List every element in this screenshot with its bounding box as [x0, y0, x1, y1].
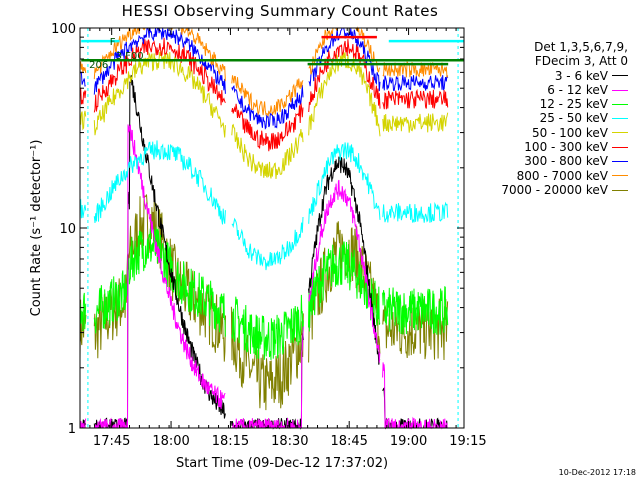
flag-annotation-2: 3 F00 — [116, 51, 144, 62]
legend-item: 300 - 800 keV — [501, 154, 628, 168]
x-tick-label-4: 18:45 — [330, 434, 367, 449]
chart-legend: Det 1,3,5,6,7,9, FDecim 3, Att 0 3 - 6 k… — [501, 40, 628, 197]
flag-annotation-1: 206 — [89, 60, 108, 71]
generation-timestamp: 10-Dec-2012 17:18 — [558, 468, 636, 477]
x-axis-label: Start Time (09-Dec-12 17:37:02) — [176, 456, 388, 471]
x-tick-label-0: 17:45 — [93, 434, 130, 449]
legend-label: 50 - 100 keV — [531, 125, 608, 140]
legend-swatch — [612, 161, 628, 163]
legend-item: 50 - 100 keV — [501, 126, 628, 140]
y-tick-label-0: 100 — [51, 22, 76, 37]
legend-item: 800 - 7000 keV — [501, 169, 628, 183]
legend-item: 12 - 25 keV — [501, 97, 628, 111]
legend-label: 6 - 12 keV — [547, 82, 608, 97]
y-axis-label: Count Rate (s⁻¹ detector⁻¹) — [29, 140, 44, 317]
legend-label: 3 - 6 keV — [554, 68, 608, 83]
series-line-3 — [79, 140, 449, 271]
legend-item: 6 - 12 keV — [501, 83, 628, 97]
legend-swatch — [612, 103, 628, 105]
legend-header-line-1: Det 1,3,5,6,7,9, — [534, 40, 628, 54]
chart-title: HESSI Observing Summary Count Rates — [121, 2, 439, 20]
legend-swatch — [612, 146, 628, 148]
series-line-2 — [79, 226, 449, 361]
series-line-4 — [79, 50, 449, 180]
y-tick-label-1: 10 — [59, 222, 76, 237]
legend-item: 100 - 300 keV — [501, 140, 628, 154]
series-line-6 — [79, 27, 449, 130]
y-tick-label-2: 1 — [68, 422, 76, 437]
x-tick-label-3: 18:30 — [271, 434, 308, 449]
legend-label: 7000 - 20000 keV — [501, 182, 608, 197]
legend-item: 3 - 6 keV — [501, 69, 628, 83]
legend-swatch — [612, 132, 628, 134]
legend-label: 100 - 300 keV — [524, 140, 608, 155]
legend-swatch — [612, 189, 628, 191]
legend-item: 25 - 50 keV — [501, 111, 628, 125]
x-tick-label-2: 18:15 — [212, 434, 249, 449]
x-tick-label-6: 19:15 — [449, 434, 486, 449]
legend-item: 7000 - 20000 keV — [501, 183, 628, 197]
legend-swatch — [612, 89, 628, 91]
legend-header-line-2: FDecim 3, Att 0 — [534, 54, 628, 69]
legend-label: 25 - 50 keV — [539, 111, 608, 126]
legend-label: 12 - 25 keV — [539, 97, 608, 112]
flag-annotation-0: F — [110, 37, 116, 48]
x-tick-label-5: 19:00 — [390, 434, 427, 449]
legend-swatch — [612, 175, 628, 177]
legend-swatch — [612, 118, 628, 120]
legend-swatch — [612, 75, 628, 77]
x-tick-label-1: 18:00 — [152, 434, 189, 449]
series-line-5 — [79, 37, 449, 152]
legend-label: 300 - 800 keV — [524, 154, 608, 169]
legend-label: 800 - 7000 keV — [516, 168, 608, 183]
